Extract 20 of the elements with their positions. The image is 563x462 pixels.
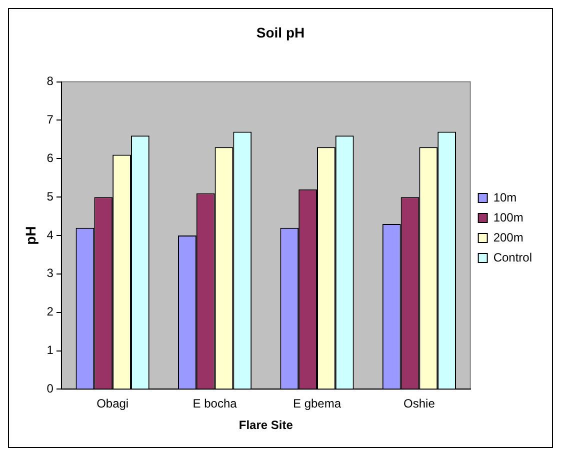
x-axis-title: Flare Site: [238, 418, 294, 432]
x-tick-label: Oshie: [404, 396, 436, 411]
y-tick-label: 6: [46, 150, 54, 165]
y-tick-label: 3: [46, 266, 54, 280]
chart-title: Soil pH: [256, 24, 305, 40]
y-axis-title: pH: [22, 226, 38, 245]
y-tick-label: 0: [46, 382, 54, 396]
legend-label: 100m: [493, 210, 524, 224]
legend-label: Control: [493, 250, 532, 264]
y-tick-label: 2: [46, 304, 54, 319]
legend-label: 10m: [493, 190, 517, 204]
y-tick-label: 8: [46, 74, 54, 88]
legend-label: 200m: [493, 230, 524, 244]
y-tick-label: 1: [46, 343, 54, 358]
y-tick-label: 5: [46, 189, 54, 204]
x-tick-label: Obagi: [96, 396, 129, 411]
y-tick-label: 4: [46, 228, 54, 242]
x-tick-label: E bocha: [192, 396, 238, 411]
x-tick-label: E gbema: [292, 396, 342, 411]
y-tick-label: 7: [46, 112, 54, 127]
